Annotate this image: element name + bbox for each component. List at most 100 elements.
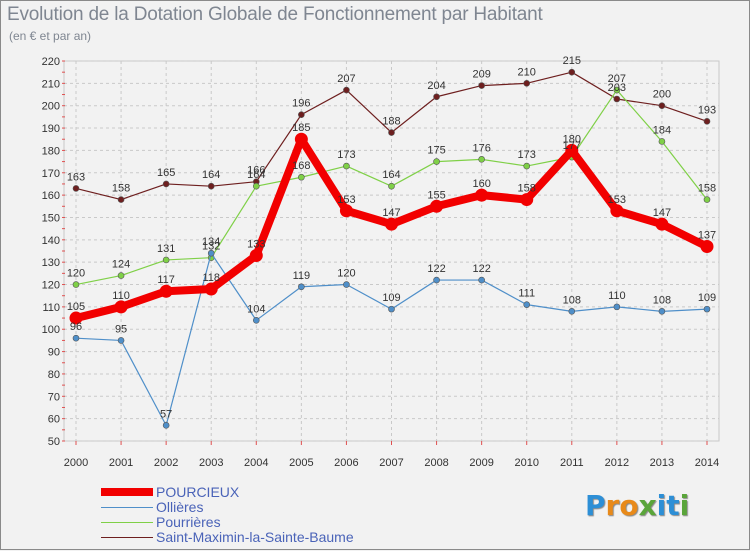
x-tick-label: 2012: [605, 457, 629, 469]
data-point-saint-maximin-la-sainte-baume: [162, 180, 170, 188]
legend-label-pourcieux: POURCIEUX: [156, 484, 240, 500]
logo-letter: i: [679, 489, 690, 522]
data-point-olli-res: [252, 316, 260, 324]
data-label-saint-maximin-la-sainte-baume: 165: [157, 167, 175, 179]
logo-letter: t: [666, 489, 680, 522]
data-label-pourri-res: 132: [202, 241, 220, 253]
y-tick-label: 140: [42, 235, 60, 247]
legend-item-pourrieres[interactable]: Pourrières: [101, 514, 421, 530]
x-tick-label: 2002: [154, 457, 178, 469]
data-label-pourri-res: 173: [337, 149, 355, 161]
data-label-olli-res: 104: [247, 303, 265, 315]
legend-label-ollieres: Ollières: [156, 499, 204, 515]
data-label-saint-maximin-la-sainte-baume: 158: [112, 183, 130, 195]
data-label-pourri-res: 164: [247, 169, 265, 181]
data-point-olli-res: [72, 334, 80, 342]
x-tick-label: 2003: [199, 457, 223, 469]
data-label-pourri-res: 168: [292, 160, 310, 172]
data-point-pourcieux: [700, 240, 714, 254]
data-point-pourcieux: [655, 217, 669, 231]
x-tick-label: 2006: [334, 457, 358, 469]
y-tick-label: 120: [42, 280, 60, 292]
data-label-pourcieux: 160: [472, 178, 490, 190]
data-point-saint-maximin-la-sainte-baume: [298, 111, 305, 118]
data-point-olli-res: [703, 305, 711, 313]
legend-swatch-pourcieux: [101, 488, 153, 496]
data-point-saint-maximin-la-sainte-baume: [433, 93, 440, 101]
data-label-pourcieux: 133: [247, 238, 265, 250]
data-point-saint-maximin-la-sainte-baume: [703, 118, 711, 125]
y-tick-label: 100: [42, 324, 60, 336]
data-label-saint-maximin-la-sainte-baume: 204: [427, 80, 445, 92]
data-label-saint-maximin-la-sainte-baume: 166: [247, 165, 265, 177]
data-point-pourri-res: [613, 86, 621, 94]
plot-area: [63, 60, 720, 442]
data-label-olli-res: 57: [160, 408, 172, 420]
x-tick-label: 2005: [289, 457, 313, 469]
data-label-pourcieux: 110: [112, 290, 130, 302]
data-point-pourcieux: [114, 300, 128, 314]
x-tick-label: 2008: [424, 457, 448, 469]
data-label-pourcieux: 137: [698, 230, 716, 242]
data-label-saint-maximin-la-sainte-baume: 188: [382, 116, 400, 128]
data-label-olli-res: 134: [202, 236, 220, 248]
data-point-pourri-res: [703, 196, 711, 203]
data-point-pourri-res: [252, 182, 260, 190]
data-label-pourcieux: 147: [653, 207, 671, 219]
data-label-saint-maximin-la-sainte-baume: 209: [472, 69, 490, 81]
y-tick-label: 160: [42, 190, 60, 202]
y-tick-label: 200: [42, 101, 60, 113]
legend-item-pourcieux[interactable]: POURCIEUX: [101, 484, 421, 500]
data-point-pourri-res: [343, 162, 350, 170]
data-point-olli-res: [388, 305, 395, 313]
data-label-olli-res: 119: [293, 270, 311, 282]
data-label-saint-maximin-la-sainte-baume: 193: [698, 104, 716, 116]
data-point-olli-res: [658, 308, 666, 315]
data-point-pourcieux: [385, 217, 398, 231]
data-label-saint-maximin-la-sainte-baume: 210: [518, 66, 536, 78]
data-point-pourri-res: [72, 281, 80, 288]
legend-label-saint-maximin: Saint-Maximin-la-Sainte-Baume: [156, 529, 354, 545]
data-label-olli-res: 110: [608, 290, 626, 302]
data-point-pourri-res: [523, 162, 531, 170]
x-tick-label: 2007: [379, 457, 403, 469]
data-label-pourcieux: 153: [337, 194, 355, 206]
x-tick-label: 2013: [650, 457, 674, 469]
data-label-pourri-res: 184: [653, 124, 671, 136]
data-point-olli-res: [162, 422, 170, 429]
data-label-saint-maximin-la-sainte-baume: 215: [563, 55, 581, 67]
data-label-pourcieux: 180: [563, 133, 581, 145]
x-tick-label: 2001: [109, 457, 133, 469]
data-label-olli-res: 120: [337, 268, 355, 280]
data-label-olli-res: 96: [70, 321, 82, 333]
data-point-pourri-res: [298, 173, 305, 181]
data-point-pourcieux: [565, 143, 579, 157]
legend-item-ollieres[interactable]: Ollières: [101, 499, 421, 515]
data-point-olli-res: [433, 276, 440, 284]
data-label-pourri-res: 131: [157, 243, 175, 255]
x-tick-label: 2014: [695, 457, 719, 469]
data-point-saint-maximin-la-sainte-baume: [117, 196, 125, 203]
y-tick-label: 150: [42, 212, 60, 224]
y-tick-label: 110: [42, 302, 60, 314]
data-label-pourcieux: 105: [67, 301, 85, 313]
data-point-pourcieux: [610, 204, 624, 218]
data-label-pourcieux: 153: [608, 194, 626, 206]
data-point-saint-maximin-la-sainte-baume: [568, 68, 576, 76]
data-label-olli-res: 108: [653, 294, 671, 306]
data-label-pourcieux: 185: [292, 122, 310, 134]
data-point-saint-maximin-la-sainte-baume: [523, 80, 531, 87]
data-label-pourcieux: 147: [382, 207, 400, 219]
y-tick-label: 210: [42, 78, 60, 90]
data-label-olli-res: 122: [427, 263, 445, 275]
x-tick-label: 2010: [514, 457, 538, 469]
data-label-saint-maximin-la-sainte-baume: 200: [653, 89, 671, 101]
data-point-pourcieux: [69, 311, 83, 325]
legend-item-saint-maximin[interactable]: Saint-Maximin-la-Sainte-Baume: [101, 529, 421, 545]
data-label-pourri-res: 175: [427, 145, 445, 157]
y-tick-label: 220: [42, 56, 60, 68]
y-tick-label: 90: [48, 347, 60, 359]
data-point-olli-res: [523, 301, 531, 308]
data-point-olli-res: [298, 283, 305, 291]
data-point-pourcieux: [249, 248, 263, 262]
